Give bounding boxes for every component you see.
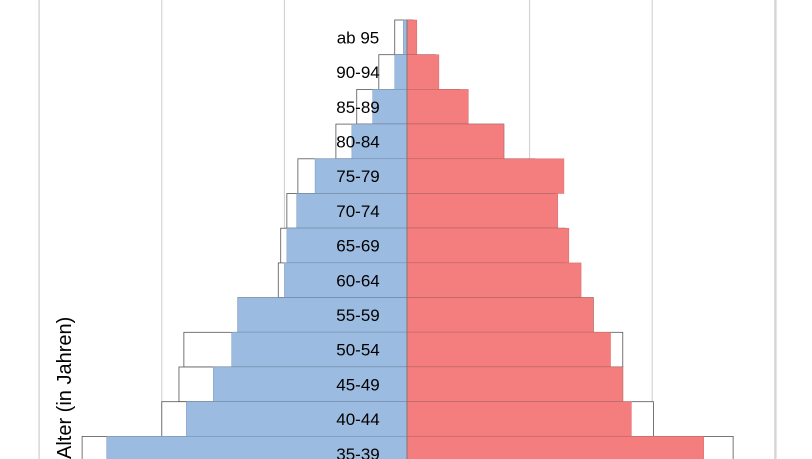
female-bar [406, 158, 565, 194]
male-bar [403, 19, 408, 55]
female-bar [406, 332, 611, 368]
age-group-label: 45-49 [336, 375, 379, 394]
male-bar [286, 227, 408, 264]
female-bar [406, 401, 632, 437]
female-bar [406, 89, 469, 125]
female-bar [406, 366, 624, 402]
age-group-label: 40-44 [336, 410, 379, 429]
age-group-label: 35-39 [336, 445, 379, 459]
age-group-label: 50-54 [336, 341, 379, 360]
age-labels: ab 95 90-94 85-89 80-84 75-79 70-74 65-69 60-64… [336, 28, 379, 459]
age-group-label: 85-89 [336, 98, 379, 117]
female-bar [406, 123, 505, 160]
age-group-label: 80-84 [336, 132, 379, 151]
age-group-label: 65-69 [336, 237, 379, 256]
bars [81, 19, 734, 459]
male-bar [237, 297, 408, 333]
female-bar [406, 436, 704, 459]
male-bar [394, 54, 408, 90]
female-bar [406, 262, 582, 298]
age-group-label: 70-74 [336, 202, 379, 221]
female-bar [406, 54, 440, 90]
female-bar [406, 297, 594, 333]
female-bar [406, 193, 559, 229]
male-bar [231, 332, 408, 368]
age-group-label: 60-64 [336, 271, 379, 290]
y-axis-title: Alter (in Jahren) [54, 317, 76, 459]
male-bar [186, 401, 408, 437]
female-bar [406, 19, 418, 55]
male-bar [314, 158, 408, 194]
age-group-label: ab 95 [337, 28, 380, 47]
male-bar [284, 262, 408, 298]
female-bar [406, 227, 570, 264]
male-bar [296, 193, 408, 229]
age-group-label: 55-59 [336, 306, 379, 325]
male-bar [372, 89, 408, 125]
age-group-label: 90-94 [336, 63, 379, 82]
age-group-label: 75-79 [336, 167, 379, 186]
